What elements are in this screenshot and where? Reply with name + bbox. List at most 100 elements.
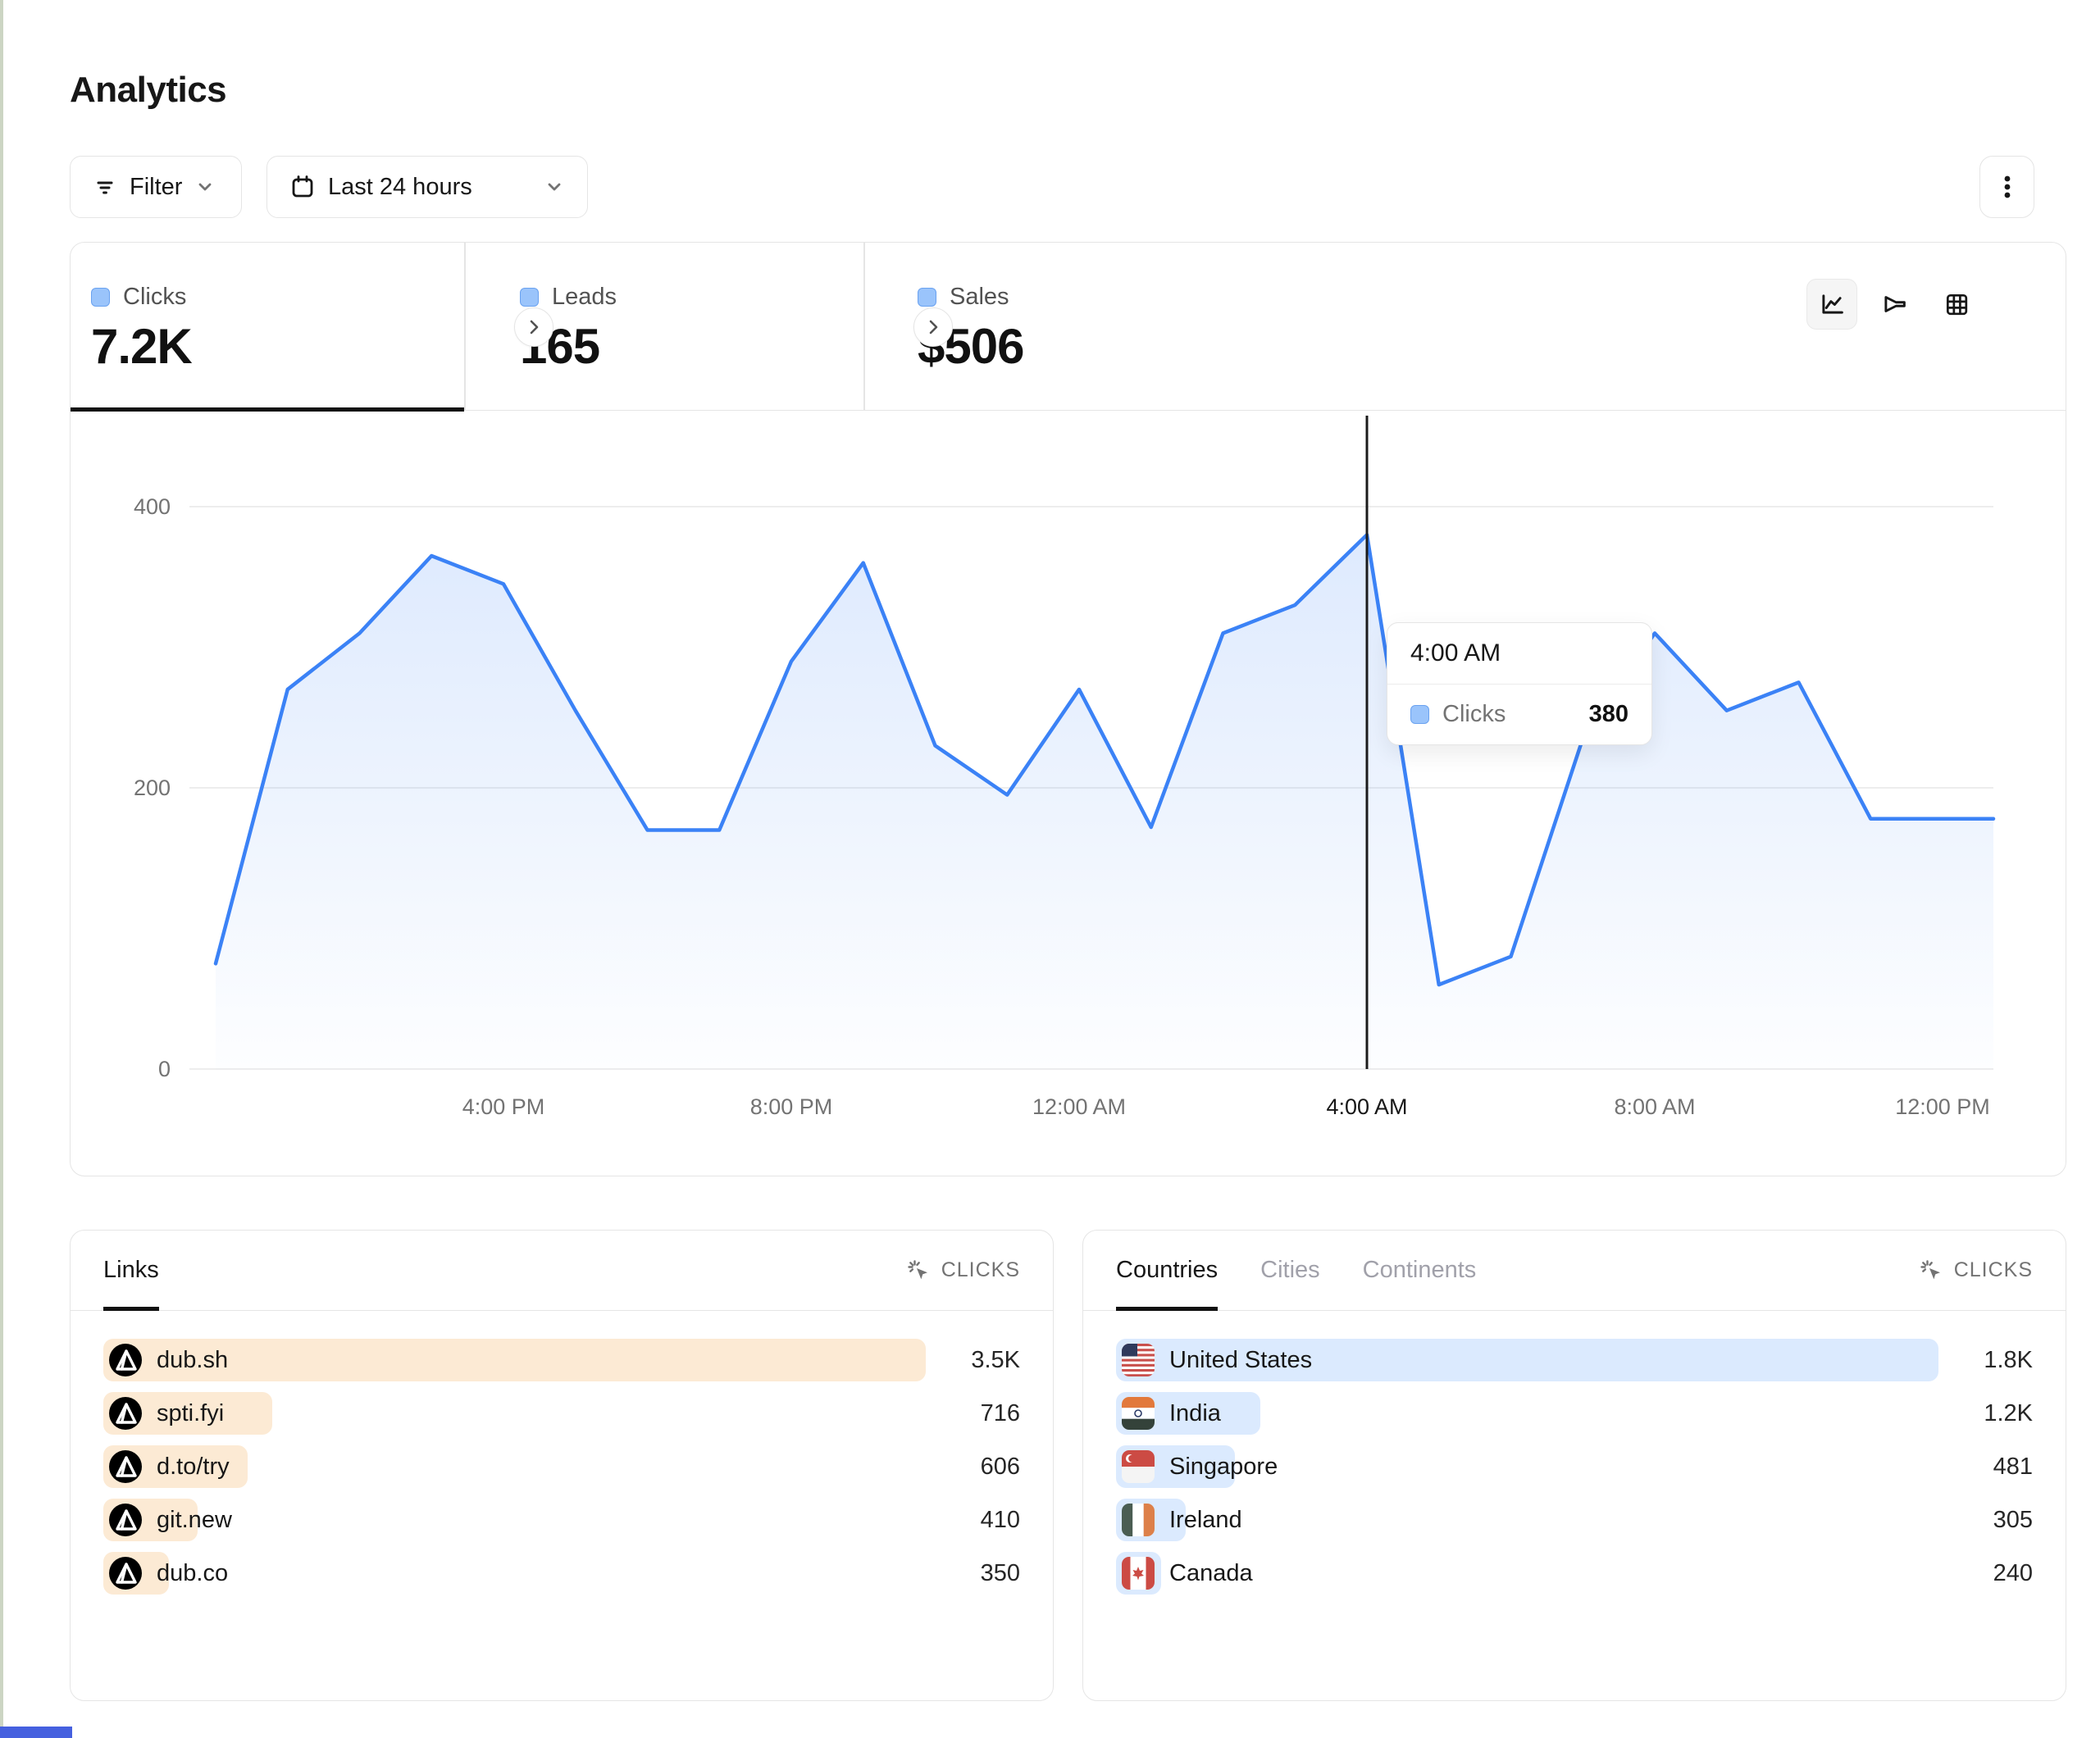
- cursor-click-icon: [1918, 1258, 1944, 1284]
- countries-metric-label: CLICKS: [1953, 1258, 2033, 1281]
- tooltip-legend-square: [1410, 705, 1429, 724]
- clicks-tab-label: Clicks: [123, 284, 187, 310]
- active-tab-underline: [71, 407, 464, 412]
- dub-logo-icon: [109, 1557, 142, 1590]
- line-chart-icon[interactable]: [1806, 279, 1857, 330]
- x-tick-label: 4:00 PM: [462, 1094, 545, 1119]
- tooltip-time: 4:00 AM: [1387, 623, 1651, 685]
- clicks-value: 7.2K: [91, 319, 193, 374]
- dub-logo-icon: [109, 1397, 142, 1430]
- country-row[interactable]: Ireland 305: [1116, 1499, 2033, 1541]
- country-row[interactable]: India 1.2K: [1116, 1392, 2033, 1435]
- link-row[interactable]: dub.co 350: [103, 1552, 1020, 1595]
- row-bar: [103, 1339, 926, 1381]
- row-label: Canada: [1169, 1559, 1253, 1586]
- links-metric-label: CLICKS: [941, 1258, 1020, 1281]
- filter-button-label: Filter: [130, 173, 183, 200]
- clicks-area-chart[interactable]: 0 200 400 4:00 PM 8:00 PM 12:00 AM 4:00 AM 8:00…: [71, 411, 2067, 1177]
- chart-type-switcher: [1806, 279, 1982, 330]
- x-tick-label: 4:00 AM: [1326, 1094, 1407, 1119]
- left-edge-accent: [0, 0, 3, 1738]
- expand-clicks-chevron[interactable]: [514, 307, 553, 347]
- chevron-right-icon: [530, 320, 539, 334]
- links-panel: Links CLICKS dub.sh 3.5K spti.fyi 716 d.to…: [70, 1230, 1054, 1701]
- row-label: spti.fyi: [157, 1399, 225, 1426]
- row-label: d.to/try: [157, 1453, 230, 1480]
- tab-divider: [863, 243, 865, 411]
- countries-sort-clicks[interactable]: CLICKS: [1918, 1258, 2033, 1284]
- sg-flag-icon: [1122, 1450, 1155, 1483]
- row-label: git.new: [157, 1506, 232, 1533]
- table-icon[interactable]: [1931, 279, 1982, 330]
- row-value: 3.5K: [971, 1346, 1020, 1373]
- tooltip-value: 380: [1588, 701, 1629, 727]
- leads-tab-label: Leads: [552, 284, 617, 310]
- row-label: dub.sh: [157, 1346, 229, 1373]
- chart-tooltip: 4:00 AM Clicks 380: [1387, 622, 1652, 745]
- tab-continents[interactable]: Continents: [1362, 1257, 1477, 1283]
- expand-leads-chevron[interactable]: [913, 307, 953, 347]
- dots-vertical-icon: [1993, 171, 2022, 203]
- row-value: 716: [980, 1399, 1020, 1426]
- analytics-card: Clicks 7.2K Leads 165 Sales $506: [70, 242, 2066, 1176]
- y-tick-label: 400: [134, 494, 171, 519]
- dub-logo-icon: [109, 1504, 142, 1536]
- clicks-legend-square: [91, 288, 110, 307]
- dub-logo-icon: [109, 1344, 142, 1376]
- chevron-down-icon: [543, 175, 566, 198]
- row-value: 410: [980, 1506, 1020, 1533]
- tab-leads[interactable]: Leads 165: [520, 243, 848, 411]
- leads-legend-square: [520, 288, 539, 307]
- links-sort-clicks[interactable]: CLICKS: [905, 1258, 1020, 1284]
- tab-divider: [464, 243, 466, 411]
- page-title: Analytics: [70, 70, 227, 110]
- bottom-left-accent: [0, 1727, 72, 1738]
- area-fill: [216, 535, 1993, 1069]
- tab-countries[interactable]: Countries: [1116, 1231, 1219, 1311]
- country-row[interactable]: United States 1.8K: [1116, 1339, 2033, 1381]
- tab-sales[interactable]: Sales $506: [918, 243, 1246, 411]
- row-label: United States: [1169, 1346, 1313, 1373]
- date-range-button[interactable]: Last 24 hours: [266, 156, 588, 218]
- row-value: 240: [1993, 1559, 2033, 1586]
- y-tick-label: 200: [134, 776, 171, 800]
- tab-links[interactable]: Links: [103, 1231, 159, 1311]
- calendar-icon: [289, 173, 317, 201]
- row-bar: [1116, 1339, 1938, 1381]
- countries-panel: Countries Cities Continents CLICKS Unite…: [1082, 1230, 2066, 1701]
- link-row[interactable]: d.to/try 606: [103, 1445, 1020, 1488]
- row-value: 1.2K: [1984, 1399, 2033, 1426]
- row-label: Singapore: [1169, 1453, 1278, 1480]
- row-value: 350: [980, 1559, 1020, 1586]
- more-menu-button[interactable]: [1979, 156, 2034, 218]
- country-row[interactable]: Canada 240: [1116, 1552, 2033, 1595]
- x-tick-label: 8:00 PM: [750, 1094, 833, 1119]
- row-label: Ireland: [1169, 1506, 1242, 1533]
- cursor-click-icon: [905, 1258, 932, 1284]
- row-value: 606: [980, 1453, 1020, 1480]
- in-flag-icon: [1122, 1397, 1155, 1430]
- link-row[interactable]: dub.sh 3.5K: [103, 1339, 1020, 1381]
- link-row[interactable]: git.new 410: [103, 1499, 1020, 1541]
- link-row[interactable]: spti.fyi 716: [103, 1392, 1020, 1435]
- funnel-chart-icon[interactable]: [1869, 279, 1920, 330]
- row-label: India: [1169, 1399, 1221, 1426]
- us-flag-icon: [1122, 1344, 1155, 1376]
- ie-flag-icon: [1122, 1504, 1155, 1536]
- filter-button[interactable]: Filter: [70, 156, 242, 218]
- sales-legend-square: [918, 288, 936, 307]
- ca-flag-icon: [1122, 1557, 1155, 1590]
- tab-clicks[interactable]: Clicks 7.2K: [91, 243, 452, 411]
- row-value: 481: [1993, 1453, 2033, 1480]
- y-tick-label: 0: [158, 1057, 171, 1081]
- row-label: dub.co: [157, 1559, 229, 1586]
- tab-cities[interactable]: Cities: [1260, 1257, 1320, 1283]
- x-tick-label: 12:00 AM: [1032, 1094, 1126, 1119]
- row-value: 305: [1993, 1506, 2033, 1533]
- clicks-line: [213, 533, 1996, 987]
- tooltip-series-label: Clicks: [1442, 701, 1506, 727]
- country-row[interactable]: Singapore 481: [1116, 1445, 2033, 1488]
- chevron-right-icon: [929, 320, 938, 334]
- dub-logo-icon: [109, 1450, 142, 1483]
- date-range-label: Last 24 hours: [328, 173, 472, 200]
